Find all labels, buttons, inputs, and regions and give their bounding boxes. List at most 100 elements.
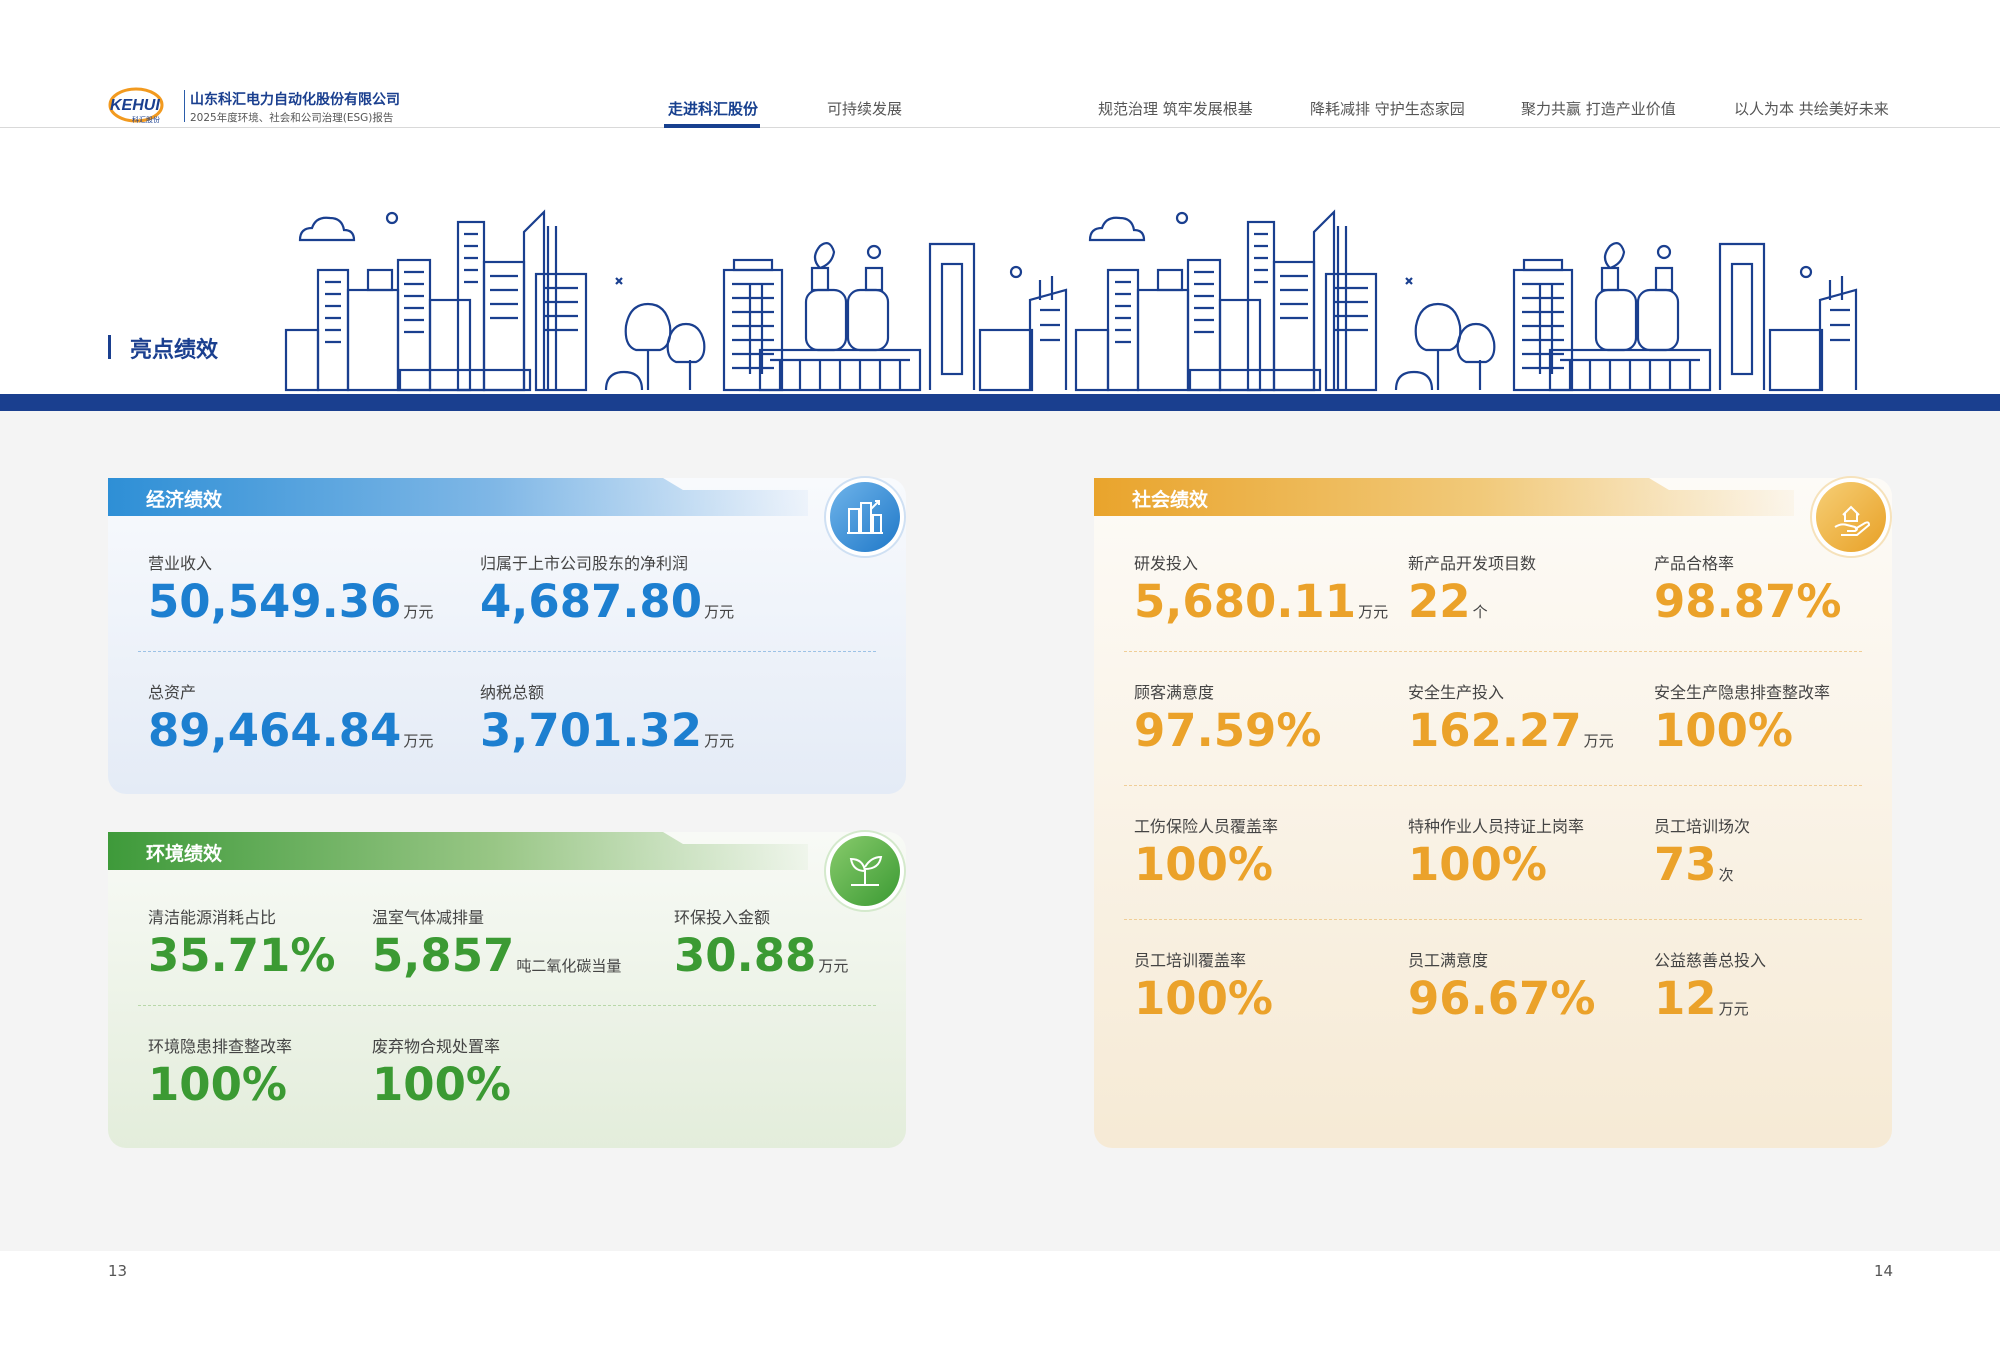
metric-ghg-reduction: 温室气体减排量 5,857 吨二氧化碳当量 [372, 904, 621, 984]
city-growth-icon [847, 500, 883, 534]
metric-label: 公益慈善总投入 [1654, 951, 1767, 970]
metric-new-products: 新产品开发项目数 22 个 [1408, 550, 1536, 630]
metric-training-sessions: 员工培训场次 73 次 [1654, 813, 1750, 893]
metric-label: 温室气体减排量 [372, 908, 485, 927]
metric-value: 98.87% [1654, 575, 1842, 628]
nav-governance[interactable]: 规范治理 筑牢发展根基 [1098, 100, 1253, 118]
nav-industry[interactable]: 聚力共赢 打造产业价值 [1521, 100, 1676, 118]
metric-value: 3,701.32 [480, 704, 703, 757]
metric-label: 安全生产投入 [1408, 683, 1505, 702]
metric-label: 归属于上市公司股东的净利润 [480, 554, 689, 573]
nav-about[interactable]: 走进科汇股份 [668, 100, 759, 118]
metric-special-certified: 特种作业人员持证上岗率 100% [1408, 813, 1584, 893]
metric-label: 环保投入金额 [674, 908, 771, 927]
metric-value: 12 [1654, 972, 1717, 1025]
city-skyline-illustration [284, 209, 1858, 392]
metric-label: 废弃物合规处置率 [372, 1037, 501, 1056]
metric-value: 73 [1654, 838, 1717, 891]
metric-unit: 万元 [403, 732, 434, 750]
kehui-logo: KEHUI 科汇股份 [108, 87, 164, 124]
sprout-icon [849, 855, 883, 886]
page-number-left: 13 [108, 1262, 128, 1280]
metric-label: 工伤保险人员覆盖率 [1134, 817, 1279, 836]
metric-value: 100% [148, 1058, 288, 1111]
economic-header: 经济绩效 [108, 478, 808, 516]
metric-label: 顾客满意度 [1134, 683, 1215, 702]
metric-env-hazard: 环境隐患排查整改率 100% [148, 1033, 292, 1113]
banner-band [0, 394, 2000, 411]
metric-label: 营业收入 [148, 554, 213, 573]
metric-unit: 万元 [704, 603, 735, 621]
metric-employee-satisfaction: 员工满意度 96.67% [1408, 947, 1597, 1027]
metric-label: 清洁能源消耗占比 [148, 908, 277, 927]
metric-unit: 万元 [704, 732, 735, 750]
metric-safety-hazard: 安全生产隐患排查整改率 100% [1654, 679, 1830, 759]
metric-revenue: 营业收入 50,549.36 万元 [148, 550, 433, 630]
metric-value: 30.88 [674, 929, 817, 982]
metric-product-pass-rate: 产品合格率 98.87% [1654, 550, 1843, 630]
economic-title: 经济绩效 [146, 489, 223, 511]
metric-label: 特种作业人员持证上岗率 [1408, 817, 1585, 836]
section-title: 亮点绩效 [130, 338, 219, 363]
nav-people[interactable]: 以人为本 共绘美好未来 [1734, 100, 1889, 118]
separator [138, 651, 876, 652]
social-header: 社会绩效 [1094, 478, 1794, 516]
economic-badge [824, 476, 906, 558]
social-title: 社会绩效 [1132, 489, 1209, 511]
metric-label: 产品合格率 [1654, 554, 1735, 573]
metric-unit: 次 [1718, 866, 1734, 884]
metric-value: 100% [372, 1058, 512, 1111]
separator [1124, 785, 1862, 786]
metric-label: 员工满意度 [1408, 951, 1489, 970]
metric-value: 162.27 [1408, 704, 1582, 757]
metric-value: 22 [1408, 575, 1471, 628]
separator [1124, 919, 1862, 920]
logo-sub: 科汇股份 [132, 115, 160, 124]
metric-value: 89,464.84 [148, 704, 402, 757]
separator [1124, 651, 1862, 652]
metric-value: 5,680.11 [1134, 575, 1357, 628]
social-performance-card: 社会绩效 研发投入 5,680.11 万元 新产品开发项目数 22 个 产品合格率 … [1094, 478, 1892, 1148]
nav-active-indicator [664, 124, 760, 128]
metric-label: 纳税总额 [480, 683, 545, 702]
metric-safety-investment: 安全生产投入 162.27 万元 [1408, 679, 1614, 759]
metric-value: 5,857 [372, 929, 515, 982]
metric-value: 100% [1134, 972, 1274, 1025]
metric-value: 4,687.80 [480, 575, 703, 628]
page-header: KEHUI 科汇股份 山东科汇电力自动化股份有限公司 2025年度环境、社会和公… [0, 0, 2000, 128]
hand-house-icon [1834, 505, 1871, 536]
report-title: 2025年度环境、社会和公司治理(ESG)报告 [190, 112, 394, 124]
metric-value: 96.67% [1408, 972, 1596, 1025]
social-badge [1810, 476, 1892, 558]
metric-unit: 万元 [403, 603, 434, 621]
metric-unit: 万元 [1718, 1000, 1749, 1018]
metric-value: 50,549.36 [148, 575, 402, 628]
metric-unit: 万元 [1358, 603, 1389, 621]
nav-sustainability[interactable]: 可持续发展 [827, 100, 903, 118]
section-title-bar [108, 335, 111, 359]
metric-unit: 万元 [818, 957, 849, 975]
metric-value: 35.71% [148, 929, 336, 982]
separator [138, 1005, 876, 1006]
metric-waste-disposal: 废弃物合规处置率 100% [372, 1033, 513, 1113]
page-number-right: 14 [1874, 1262, 1894, 1280]
metric-clean-energy: 清洁能源消耗占比 35.71% [148, 904, 337, 984]
metric-label: 总资产 [148, 683, 197, 702]
metric-rd-investment: 研发投入 5,680.11 万元 [1134, 550, 1388, 630]
environment-header: 环境绩效 [108, 832, 808, 870]
metric-unit: 吨二氧化碳当量 [516, 957, 622, 975]
metric-label: 安全生产隐患排查整改率 [1654, 683, 1831, 702]
metric-training-coverage: 员工培训覆盖率 100% [1134, 947, 1275, 1027]
metric-customer-satisfaction: 顾客满意度 97.59% [1134, 679, 1323, 759]
economic-performance-card: 经济绩效 营业收入 50,549.36 万元 归属于上市公司股东的净利润 4,68… [108, 478, 906, 794]
nav-environment[interactable]: 降耗减排 守护生态家园 [1310, 100, 1465, 118]
metric-value: 97.59% [1134, 704, 1322, 757]
metric-value: 100% [1408, 838, 1548, 891]
metric-env-investment: 环保投入金额 30.88 万元 [674, 904, 848, 984]
metric-label: 环境隐患排查整改率 [148, 1037, 293, 1056]
environment-badge [824, 830, 906, 912]
metric-value: 100% [1134, 838, 1274, 891]
metric-tax: 纳税总额 3,701.32 万元 [480, 679, 734, 759]
metric-value: 100% [1654, 704, 1794, 757]
metric-total-assets: 总资产 89,464.84 万元 [148, 679, 433, 759]
